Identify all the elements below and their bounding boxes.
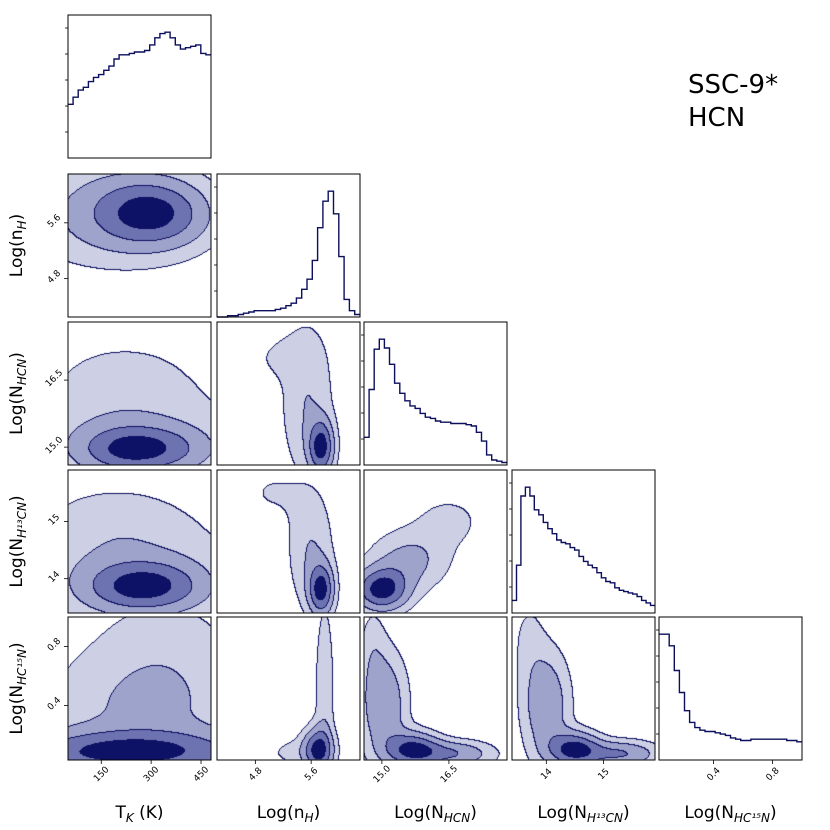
density-frame-4-3: [511, 616, 656, 761]
density-panel-4-0: [67, 616, 212, 761]
histogram-line-4: [659, 633, 802, 743]
x-axis-label-2: Log(NHCN): [394, 803, 477, 825]
histogram-frame-0: [67, 14, 212, 159]
y-tick-label-4-1: 0.8: [46, 636, 63, 653]
x-tick-label-3-0: 14: [539, 767, 554, 782]
y-tick-label-4-0: 0.4: [46, 695, 63, 712]
density-frame-2-1: [216, 321, 361, 466]
x-tick-label-4-0: 0.4: [706, 766, 723, 783]
histogram-line-1: [217, 190, 360, 318]
histogram-frame-4: [658, 616, 803, 761]
density-contours-4-1: [217, 617, 360, 760]
density-contours-3-0: [68, 470, 211, 613]
y-tick-label-3-1: 15: [47, 512, 62, 527]
density-frame-1-0: [67, 173, 212, 318]
y-axis-label-2: Log(NHCN): [7, 352, 29, 435]
y-tick-label-1-0: 4.8: [46, 268, 63, 285]
density-contours-2-0: [68, 322, 211, 465]
density-frame-4-0: [67, 616, 212, 761]
density-frame-4-2: [363, 616, 508, 761]
x-tick-label-0-0: 150: [92, 765, 111, 784]
histogram-frame-2: [363, 321, 508, 466]
histogram-panel-2: [361, 321, 508, 466]
density-contours-4-2: [364, 617, 507, 760]
x-axis-label-1: Log(nH): [257, 803, 320, 825]
figure-title-line-2: HCN: [688, 103, 745, 133]
density-frame-4-1: [216, 616, 361, 761]
y-axis-label-1: Log(nH): [7, 214, 29, 277]
x-tick-label-0-1: 300: [142, 765, 161, 784]
density-frame-2-0: [67, 321, 212, 466]
density-panel-2-1: [216, 321, 361, 466]
density-panel-3-2: [363, 469, 508, 614]
density-panel-4-2: [363, 616, 508, 761]
density-frame-3-0: [67, 469, 212, 614]
density-contours-3-2: [364, 470, 507, 613]
x-tick-label-3-1: 15: [597, 767, 612, 782]
y-tick-label-2-0: 15.0: [44, 435, 65, 456]
density-panel-1-0: [67, 173, 212, 318]
histogram-frame-1: [216, 173, 361, 318]
x-axis-label-0: TK (K): [114, 803, 163, 825]
y-axis-label-4: Log(NHC¹⁵N): [7, 642, 29, 734]
density-contours-4-3: [512, 617, 655, 760]
x-axis-label-4: Log(NHC¹⁵N): [684, 803, 776, 825]
density-panel-4-3: [511, 616, 656, 761]
histogram-panel-4: [656, 616, 803, 761]
x-tick-label-4-1: 0.8: [764, 766, 781, 783]
histogram-line-2: [364, 338, 507, 464]
density-frame-3-2: [363, 469, 508, 614]
density-panel-3-1: [216, 469, 361, 614]
x-tick-label-0-2: 450: [192, 765, 211, 784]
density-frame-3-1: [216, 469, 361, 614]
x-axis-label-3: Log(NH¹³CN): [537, 803, 629, 825]
y-axis-label-3: Log(NH¹³CN): [7, 495, 29, 587]
density-panel-2-0: [67, 321, 212, 466]
histogram-frame-3: [511, 469, 656, 614]
x-tick-label-2-0: 15.0: [372, 764, 393, 785]
x-tick-label-2-1: 16.5: [439, 764, 460, 785]
x-tick-label-1-1: 5.6: [303, 766, 320, 783]
histogram-line-0: [68, 31, 211, 105]
histogram-panel-0: [65, 14, 212, 159]
figure-title-line-1: SSC-9*: [688, 70, 778, 100]
histogram-line-3: [512, 486, 655, 607]
density-contours-2-1: [217, 322, 360, 465]
density-contours-4-0: [68, 617, 211, 760]
y-tick-label-1-1: 5.6: [46, 213, 63, 230]
density-contours-1-0: [68, 174, 211, 317]
density-panel-3-0: [67, 469, 212, 614]
x-tick-label-1-0: 4.8: [247, 766, 264, 783]
y-tick-label-3-0: 14: [47, 569, 62, 584]
density-panel-4-1: [216, 616, 361, 761]
density-contours-3-1: [217, 470, 360, 613]
histogram-panel-1: [214, 173, 361, 318]
histogram-panel-3: [509, 469, 656, 614]
y-tick-label-2-1: 16.5: [44, 368, 65, 389]
